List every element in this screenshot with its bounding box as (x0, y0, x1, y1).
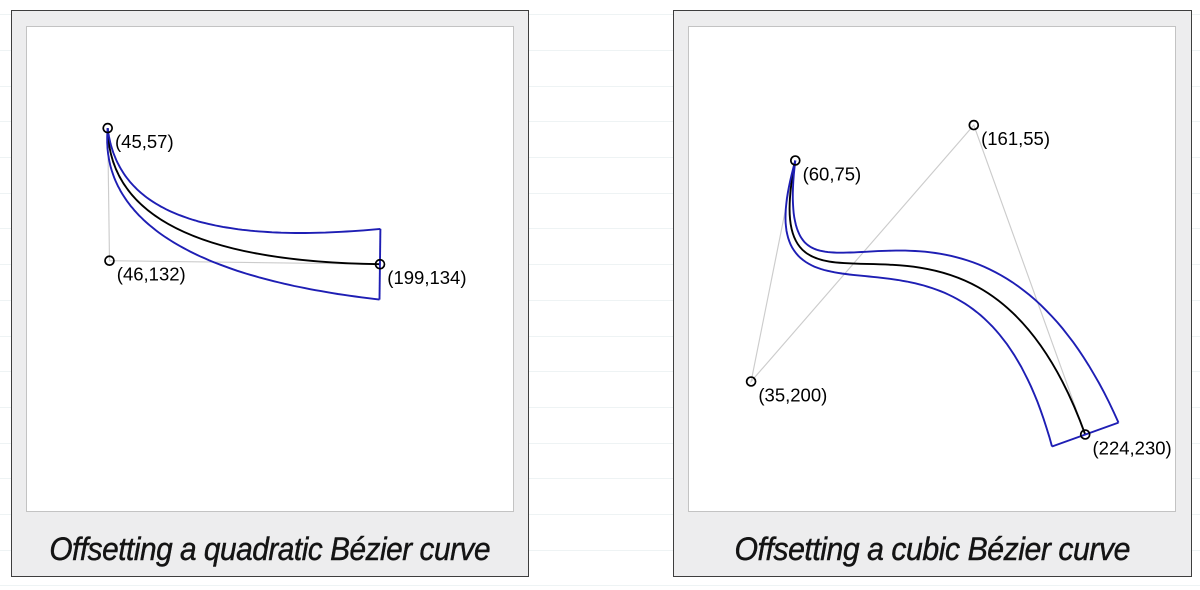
svg-text:(199,134): (199,134) (388, 267, 467, 288)
svg-text:(224,230): (224,230) (1093, 438, 1172, 459)
svg-text:(35,200): (35,200) (759, 385, 828, 406)
svg-text:(60,75): (60,75) (803, 164, 862, 185)
svg-text:(161,55): (161,55) (981, 128, 1050, 149)
svg-text:(46,132): (46,132) (117, 264, 186, 285)
svg-text:(45,57): (45,57) (115, 131, 174, 152)
